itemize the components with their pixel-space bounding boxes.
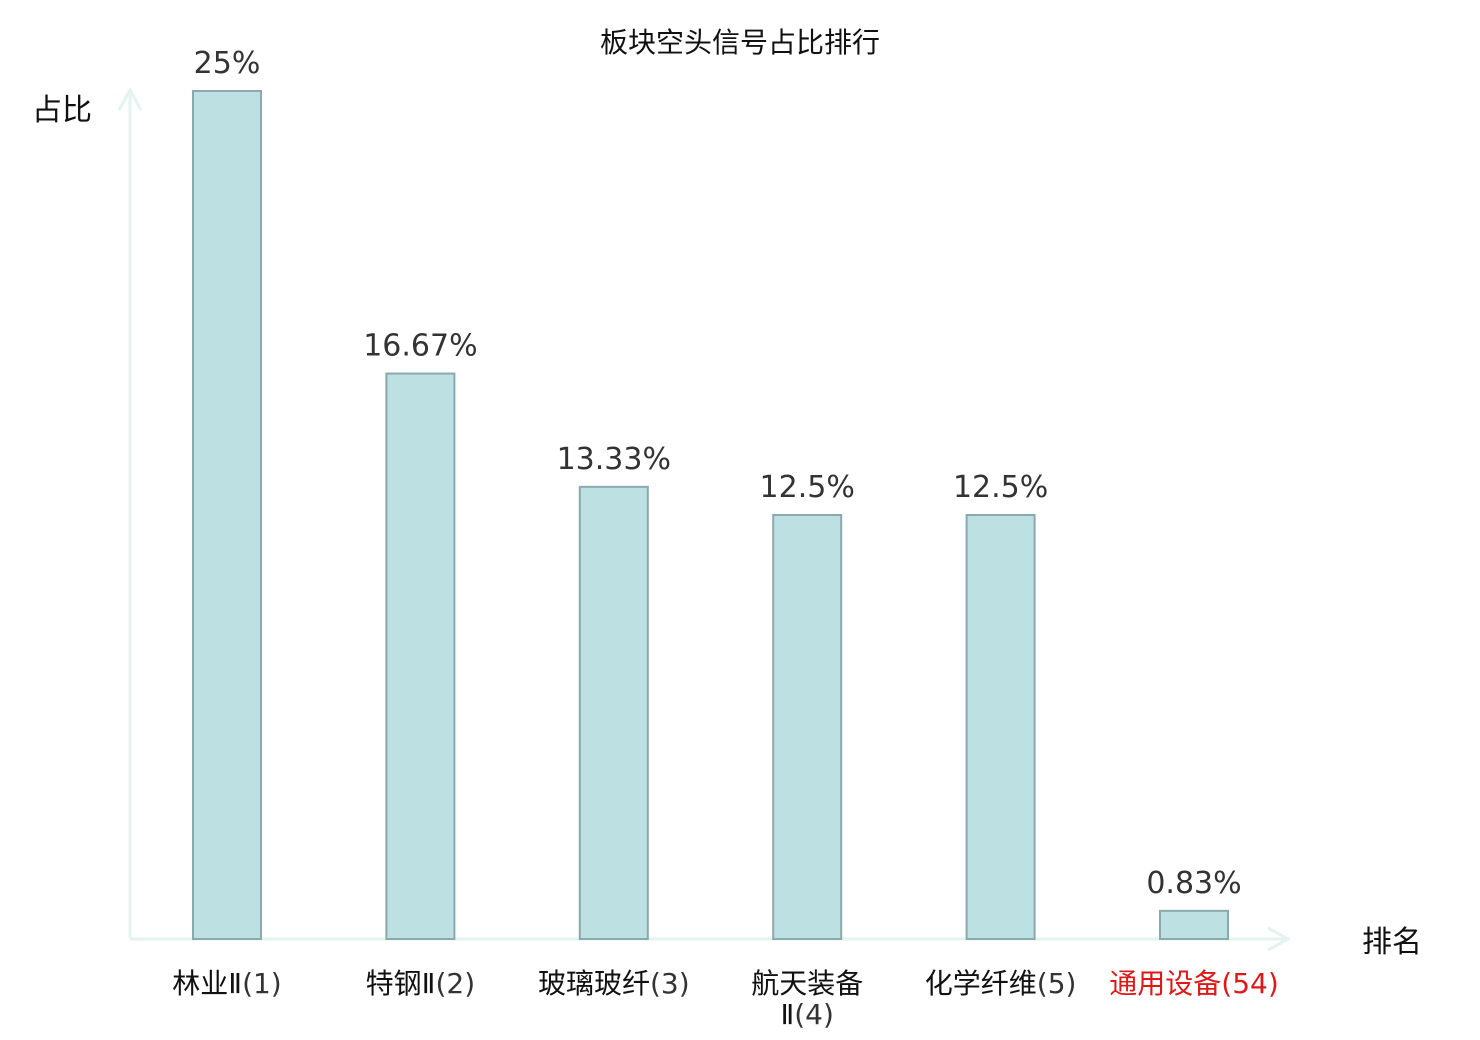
bar-value-label: 12.5% bbox=[760, 470, 855, 505]
chart-title: 板块空头信号占比排行 bbox=[600, 26, 880, 59]
bar-value-label: 12.5% bbox=[953, 470, 1048, 505]
bar bbox=[192, 90, 262, 940]
category-label: 特钢Ⅱ(2) bbox=[366, 967, 475, 1000]
bar bbox=[965, 514, 1036, 940]
category-name: 林业Ⅱ bbox=[172, 967, 242, 1000]
category-label: 化学纤维(5) bbox=[925, 967, 1077, 1000]
svg-text:Ⅱ(4): Ⅱ(4) bbox=[780, 998, 833, 1031]
category-name: 特钢Ⅱ bbox=[366, 967, 436, 1000]
x-axis-label: 排名 bbox=[1362, 925, 1422, 960]
category-label: 通用设备(54) bbox=[1109, 967, 1279, 1000]
category-name: 航天装备 bbox=[751, 967, 863, 1000]
category-rank: (4) bbox=[794, 998, 834, 1031]
category-label: 林业Ⅱ(1) bbox=[172, 967, 281, 1000]
bar bbox=[385, 372, 456, 940]
category-rank: (54) bbox=[1221, 967, 1278, 1000]
category-rank: (2) bbox=[435, 967, 475, 1000]
bar-value-label: 0.83% bbox=[1146, 866, 1241, 901]
category-label: 玻璃玻纤(3) bbox=[538, 967, 690, 1000]
category-name-line2: Ⅱ bbox=[780, 998, 794, 1031]
svg-text:通用设备(54): 通用设备(54) bbox=[1109, 967, 1279, 1000]
svg-text:林业Ⅱ(1): 林业Ⅱ(1) bbox=[172, 967, 281, 1000]
category-name: 通用设备 bbox=[1109, 967, 1221, 1000]
svg-text:化学纤维(5): 化学纤维(5) bbox=[925, 967, 1077, 1000]
svg-text:玻璃玻纤(3): 玻璃玻纤(3) bbox=[538, 967, 690, 1000]
category-name: 化学纤维 bbox=[925, 967, 1037, 1000]
x-axis-arrow bbox=[1267, 926, 1292, 952]
category-name: 玻璃玻纤 bbox=[538, 967, 650, 1000]
value-labels-layer: 25% 16.67% 13.33% 12.5% 12.5% 0.83% bbox=[194, 46, 1242, 901]
bar bbox=[772, 514, 843, 940]
y-axis-arrow bbox=[117, 86, 143, 111]
svg-text:航天装备: 航天装备 bbox=[751, 967, 863, 1000]
bar-value-label: 16.67% bbox=[363, 329, 477, 364]
svg-text:特钢Ⅱ(2): 特钢Ⅱ(2) bbox=[366, 967, 475, 1000]
category-rank: (1) bbox=[242, 967, 282, 1000]
y-axis-label: 占比 bbox=[32, 93, 92, 128]
bar-value-label: 25% bbox=[194, 46, 261, 81]
bars-layer bbox=[192, 90, 1229, 940]
category-rank: (3) bbox=[650, 967, 690, 1000]
bar bbox=[578, 485, 649, 940]
bar bbox=[1159, 909, 1229, 940]
bar-value-label: 13.33% bbox=[557, 442, 671, 477]
category-rank: (5) bbox=[1037, 967, 1077, 1000]
